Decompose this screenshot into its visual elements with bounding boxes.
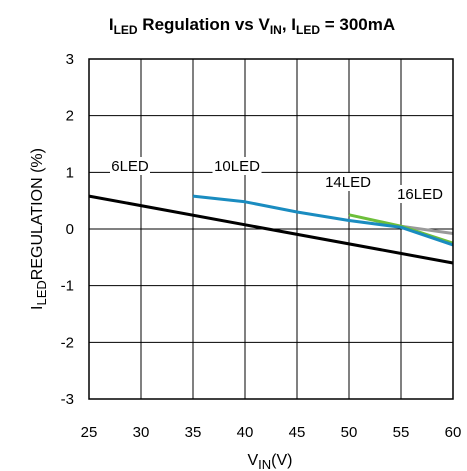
y-tick-labels: 3 2 1 0 -1 -2 -3 — [61, 51, 74, 408]
y-tick-label: -1 — [61, 278, 74, 295]
series-line-6led — [88, 194, 454, 265]
series-label-bg — [110, 157, 150, 175]
x-tick-label: 60 — [445, 424, 462, 441]
series-lines — [88, 194, 454, 265]
series-label-10led: 10LED — [214, 158, 260, 175]
series-labels: 6LED 10LED 14LED 16LED — [110, 157, 445, 203]
y-tick-label: 2 — [66, 108, 74, 125]
x-tick-label: 50 — [341, 424, 358, 441]
series-label-bg — [212, 157, 262, 175]
x-tick-label: 30 — [133, 424, 150, 441]
series-label-16led: 16LED — [397, 186, 443, 203]
chart-title: ILED Regulation vs VIN, ILED = 300mA — [109, 15, 395, 37]
y-tick-label: 1 — [66, 164, 74, 181]
y-tick-label: -2 — [61, 334, 74, 351]
y-axis-label: ILEDREGULATION (%) — [29, 148, 49, 310]
series-line-10led — [192, 194, 454, 247]
x-tick-label: 45 — [289, 424, 306, 441]
plot-frame — [88, 58, 454, 400]
series-label-14led: 14LED — [325, 174, 371, 191]
x-tick-label: 25 — [81, 424, 98, 441]
x-tick-labels: 25 30 35 40 45 50 55 60 — [81, 424, 462, 441]
y-tick-label: -3 — [61, 391, 74, 408]
x-tick-label: 55 — [393, 424, 410, 441]
x-axis-label: VIN(V) — [248, 452, 293, 471]
series-label-6led: 6LED — [111, 158, 149, 175]
series-label-bg — [323, 173, 373, 191]
y-tick-label: 0 — [66, 221, 74, 238]
x-tick-label: 40 — [237, 424, 254, 441]
series-label-bg — [395, 185, 445, 203]
x-tick-label: 35 — [185, 424, 202, 441]
series-line-16led — [400, 224, 454, 235]
y-tick-label: 3 — [66, 51, 74, 68]
